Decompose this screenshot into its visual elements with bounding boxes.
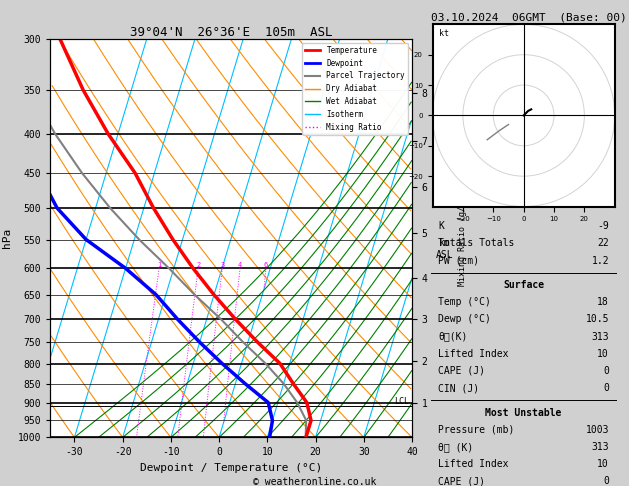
Text: -9: -9 bbox=[598, 221, 609, 231]
Text: Lifted Index: Lifted Index bbox=[438, 459, 509, 469]
Text: 0: 0 bbox=[603, 476, 609, 486]
Text: Pressure (mb): Pressure (mb) bbox=[438, 425, 515, 435]
Text: Dewp (°C): Dewp (°C) bbox=[438, 314, 491, 325]
Text: 18: 18 bbox=[598, 297, 609, 307]
Text: PW (cm): PW (cm) bbox=[438, 256, 479, 265]
Text: 03.10.2024  06GMT  (Base: 00): 03.10.2024 06GMT (Base: 00) bbox=[431, 12, 626, 22]
Y-axis label: km
ASL: km ASL bbox=[435, 238, 453, 260]
Y-axis label: hPa: hPa bbox=[3, 228, 12, 248]
Text: 10.5: 10.5 bbox=[586, 314, 609, 325]
Text: Mixing Ratio (g/kg): Mixing Ratio (g/kg) bbox=[458, 191, 467, 286]
Text: LCL: LCL bbox=[394, 397, 409, 406]
Text: 1003: 1003 bbox=[586, 425, 609, 435]
Text: 2: 2 bbox=[196, 262, 200, 268]
Text: Totals Totals: Totals Totals bbox=[438, 238, 515, 248]
Text: Lifted Index: Lifted Index bbox=[438, 349, 509, 359]
Text: 0: 0 bbox=[603, 383, 609, 393]
Legend: Temperature, Dewpoint, Parcel Trajectory, Dry Adiabat, Wet Adiabat, Isotherm, Mi: Temperature, Dewpoint, Parcel Trajectory… bbox=[302, 43, 408, 135]
Text: CAPE (J): CAPE (J) bbox=[438, 366, 486, 376]
Text: 3: 3 bbox=[220, 262, 225, 268]
Text: 0: 0 bbox=[603, 366, 609, 376]
Text: CAPE (J): CAPE (J) bbox=[438, 476, 486, 486]
Text: 1: 1 bbox=[157, 262, 161, 268]
Text: 22: 22 bbox=[598, 238, 609, 248]
Text: K: K bbox=[438, 221, 444, 231]
Text: © weatheronline.co.uk: © weatheronline.co.uk bbox=[253, 477, 376, 486]
Text: 1.2: 1.2 bbox=[591, 256, 609, 265]
Text: 313: 313 bbox=[591, 331, 609, 342]
Text: Most Unstable: Most Unstable bbox=[486, 408, 562, 417]
Text: CIN (J): CIN (J) bbox=[438, 383, 479, 393]
Text: Surface: Surface bbox=[503, 280, 544, 290]
Title: 39°04'N  26°36'E  105m  ASL: 39°04'N 26°36'E 105m ASL bbox=[130, 26, 332, 39]
Text: 4: 4 bbox=[238, 262, 242, 268]
Text: 10: 10 bbox=[598, 349, 609, 359]
Text: 313: 313 bbox=[591, 442, 609, 452]
Text: 10: 10 bbox=[598, 459, 609, 469]
Text: Temp (°C): Temp (°C) bbox=[438, 297, 491, 307]
Text: θᴇ (K): θᴇ (K) bbox=[438, 442, 474, 452]
X-axis label: Dewpoint / Temperature (°C): Dewpoint / Temperature (°C) bbox=[140, 463, 322, 473]
Text: kt: kt bbox=[438, 30, 448, 38]
Text: 6: 6 bbox=[264, 262, 268, 268]
Text: θᴇ(K): θᴇ(K) bbox=[438, 331, 468, 342]
